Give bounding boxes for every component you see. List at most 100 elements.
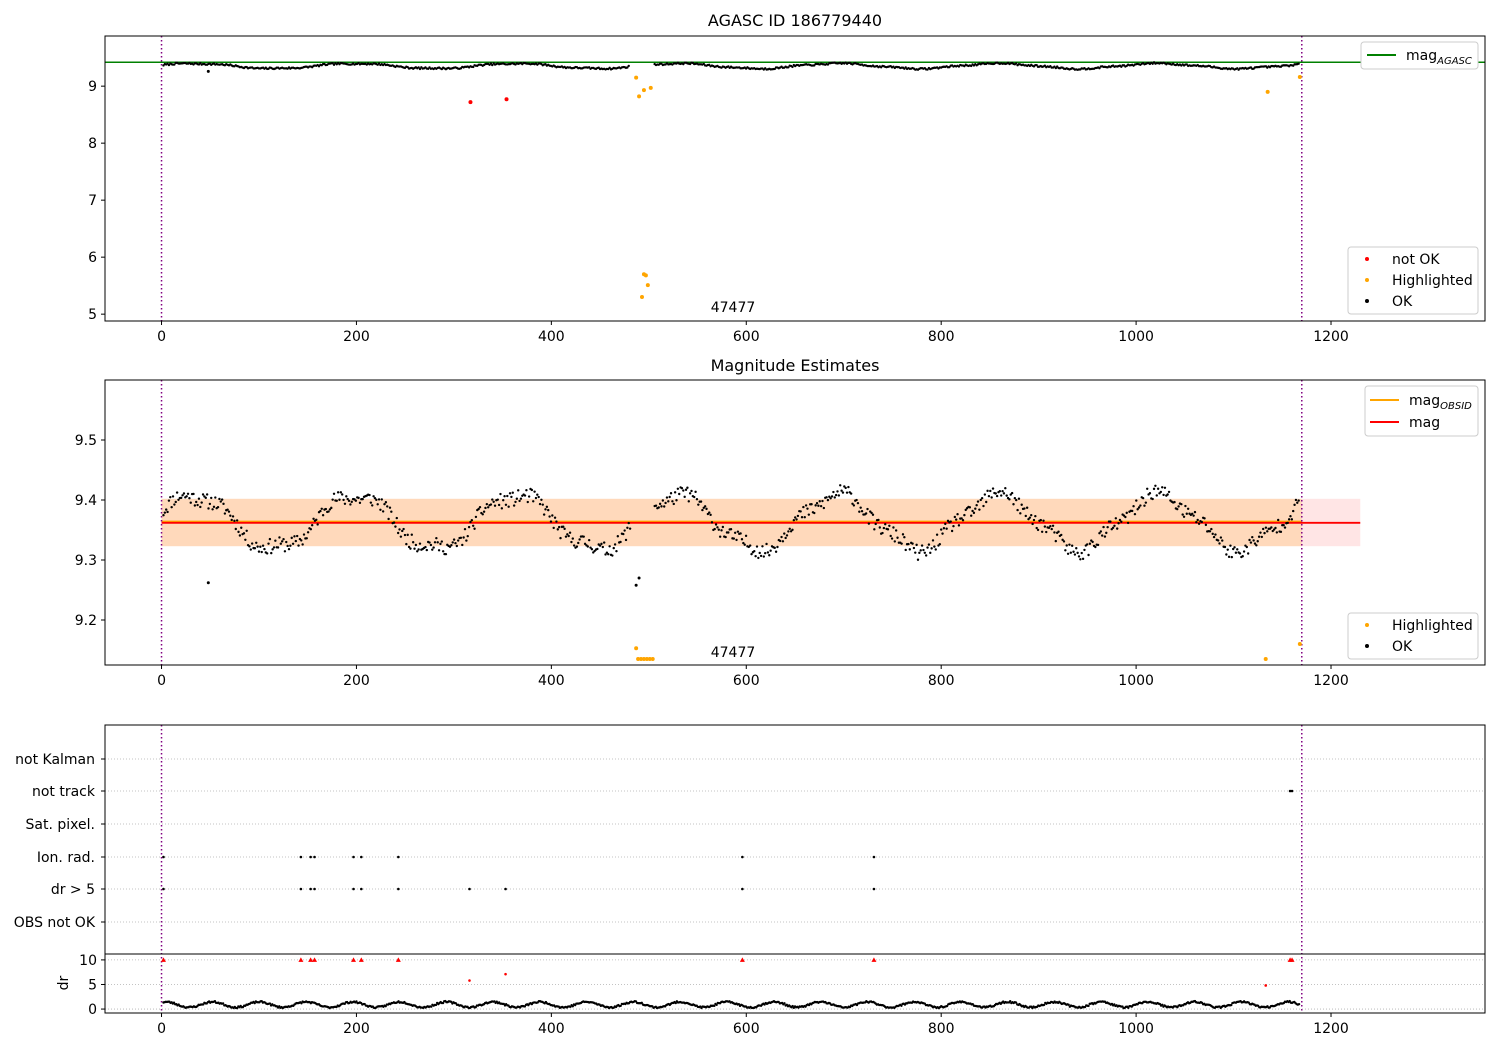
ok-point: [753, 549, 756, 553]
dr-point: [1161, 1003, 1164, 1006]
ok-point: [1106, 525, 1109, 529]
ok-point: [534, 496, 538, 500]
ok-point: [428, 541, 431, 544]
ok-point: [871, 513, 875, 516]
ok-point: [596, 547, 599, 551]
ok-point: [272, 546, 276, 549]
ok-point: [1238, 552, 1242, 555]
ok-point: [396, 531, 400, 535]
ok-point: [545, 505, 549, 509]
ok-point: [729, 528, 733, 531]
ok-point: [429, 543, 433, 547]
highlighted-point: [1263, 657, 1268, 661]
dr-capped-marker: [358, 957, 364, 962]
ok-point: [792, 519, 796, 522]
ok-point: [970, 514, 973, 517]
ok-point: [469, 520, 472, 524]
ok-point: [1115, 527, 1119, 530]
y-tick-label: 9.4: [75, 493, 97, 509]
flag-point: [313, 887, 316, 891]
ok-point: [1111, 526, 1115, 530]
ok-point: [807, 513, 811, 516]
ok-point: [283, 550, 287, 553]
ok-point: [1102, 525, 1105, 529]
obsid-annotation: 47477: [711, 645, 756, 661]
ok-point: [226, 508, 229, 511]
ok-point: [740, 538, 744, 541]
flag-point: [313, 855, 316, 859]
ok-point: [667, 500, 670, 503]
ok-point: [987, 494, 991, 498]
ok-point: [162, 513, 165, 517]
obsid-annotation: 47477: [711, 300, 756, 316]
ok-point: [627, 64, 630, 68]
ok-point: [834, 493, 838, 497]
flag-point: [352, 887, 355, 891]
x-tick-label: 800: [928, 673, 955, 689]
x-tick-label: 800: [928, 329, 955, 345]
ok-point: [605, 551, 609, 554]
ok-point: [207, 507, 210, 510]
legend-point-swatch: [1365, 644, 1369, 648]
ok-point: [870, 511, 873, 515]
ok-point: [587, 538, 591, 542]
dr-point: [783, 1002, 786, 1005]
ok-point: [1229, 544, 1232, 547]
dr-capped-marker: [871, 957, 877, 962]
ok-point: [1252, 539, 1255, 542]
ok-point: [671, 500, 674, 503]
ok-point: [377, 498, 381, 501]
ok-point: [851, 502, 854, 505]
ok-point: [1184, 504, 1187, 508]
ok-point: [1125, 511, 1128, 515]
ok-point: [1040, 530, 1044, 533]
ok-point: [776, 545, 779, 549]
ok-point: [844, 486, 847, 490]
chart-title-estimates: Magnitude Estimates: [711, 356, 880, 375]
ok-point: [701, 508, 704, 512]
ok-point: [489, 62, 493, 65]
ok-point: [1245, 545, 1249, 549]
ok-point: [787, 66, 790, 69]
ok-point: [536, 493, 539, 496]
ok-point: [200, 501, 203, 504]
ok-point: [601, 545, 605, 549]
ok-point: [998, 489, 1002, 493]
ok-point: [933, 545, 936, 548]
ok-point: [255, 541, 258, 545]
ok-point: [705, 507, 708, 511]
ok-point: [989, 489, 992, 493]
ok-point: [1242, 550, 1246, 553]
ok-point: [1173, 500, 1176, 504]
ok-point: [980, 496, 984, 500]
ok-point: [612, 546, 615, 550]
x-tick-label: 200: [343, 329, 370, 345]
ok-point: [968, 506, 972, 509]
ok-point: [684, 488, 688, 491]
flag-category-label: dr > 5: [51, 882, 95, 898]
ok-point: [754, 554, 757, 558]
highlighted-point: [647, 657, 652, 661]
dr-capped-marker: [395, 957, 401, 962]
ok-point: [1132, 505, 1135, 508]
ok-point: [882, 526, 886, 530]
ok-point: [1079, 558, 1082, 561]
ok-point: [1126, 521, 1130, 525]
ok-point: [386, 505, 389, 508]
ok-point: [1100, 534, 1104, 537]
ok-point: [291, 542, 295, 545]
ok-point: [720, 529, 723, 532]
legend-mag-agasc: [1360, 41, 1479, 70]
ok-point: [496, 498, 499, 501]
ok-point: [250, 542, 254, 545]
flag-point: [397, 855, 400, 859]
ok-point: [748, 544, 752, 547]
dr-red-point: [1264, 984, 1268, 987]
highlighted-point: [1297, 642, 1302, 646]
ok-point: [604, 553, 607, 556]
legend-point-swatch: [1365, 278, 1369, 282]
ok-point: [608, 66, 611, 70]
dr-point: [430, 1005, 433, 1008]
ok-point: [907, 542, 910, 546]
ok-point: [425, 548, 429, 552]
